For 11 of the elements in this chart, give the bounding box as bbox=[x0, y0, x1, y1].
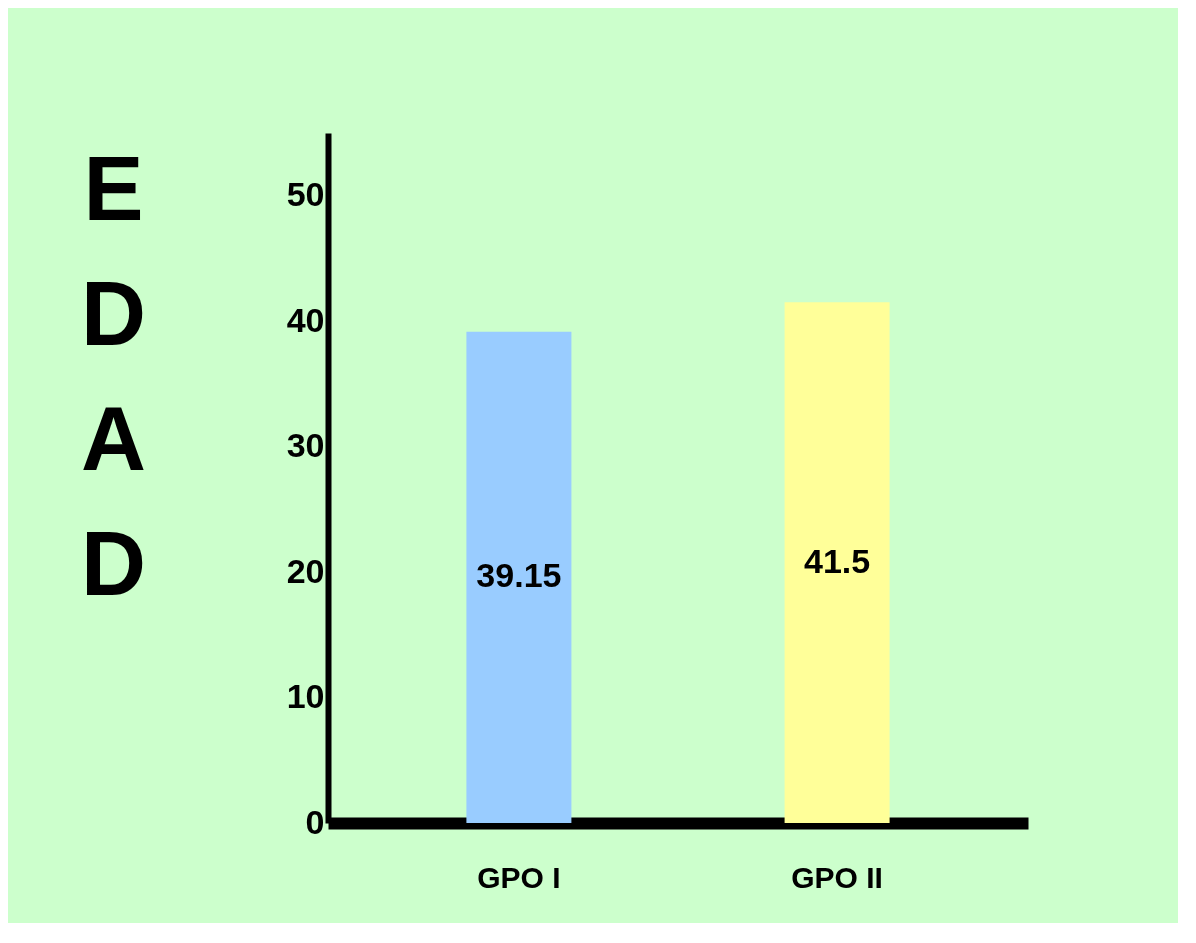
y-tick-label: 40 bbox=[286, 300, 325, 339]
y-tick-label: 10 bbox=[286, 677, 325, 716]
y-tick-label: 50 bbox=[286, 175, 325, 214]
y-tick-label: 0 bbox=[305, 802, 325, 841]
data-label: 41.5 bbox=[804, 541, 871, 580]
x-tick-label: GPO II bbox=[791, 860, 883, 894]
y-axis-title: EDAD bbox=[81, 138, 146, 614]
x-tick-label: GPO I bbox=[477, 860, 561, 894]
y-tick-label: 20 bbox=[286, 551, 325, 590]
y-tick-label: 30 bbox=[286, 426, 325, 465]
data-label: 39.15 bbox=[476, 556, 562, 595]
